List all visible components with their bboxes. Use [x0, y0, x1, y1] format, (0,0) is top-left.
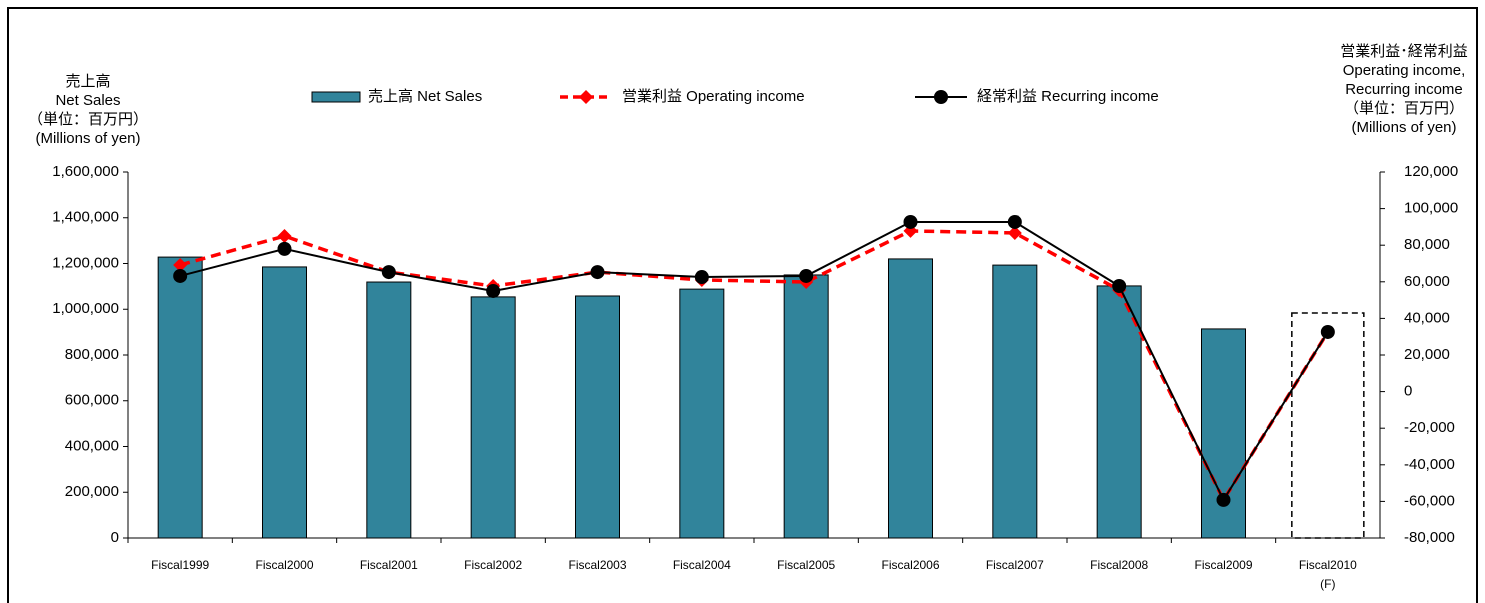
y2-axis-label: (Millions of yen) — [1351, 119, 1456, 136]
y2-tick-label: -20,000 — [1404, 419, 1455, 436]
marker — [173, 257, 188, 272]
y2-axis-label: Operating income, — [1343, 62, 1466, 79]
frame — [7, 7, 1478, 603]
marker — [381, 265, 396, 280]
x-tick-label: Fiscal2010 — [1299, 558, 1357, 572]
marker — [173, 268, 188, 283]
y2-tick-label: 80,000 — [1404, 236, 1450, 253]
y2-tick-label: -40,000 — [1404, 456, 1455, 473]
bar — [575, 295, 620, 539]
marker — [277, 241, 292, 256]
bar — [470, 296, 516, 539]
marker — [590, 265, 605, 280]
y2-tick-label: 0 — [1404, 383, 1412, 400]
y2-tick-label: -80,000 — [1404, 529, 1455, 546]
y2-axis-label: Recurring income — [1345, 81, 1463, 98]
line — [179, 220, 1329, 503]
y-axis-label: （単位：百万円） — [28, 111, 148, 128]
marker — [486, 283, 501, 298]
y2-tick-label: 120,000 — [1404, 163, 1458, 180]
y-tick-label: 1,000,000 — [52, 300, 119, 317]
marker — [903, 214, 918, 229]
x-tick-label: Fiscal2004 — [673, 558, 731, 572]
y-tick-label: 1,600,000 — [52, 163, 119, 180]
x-tick-label: Fiscal2001 — [360, 558, 418, 572]
y-tick-label: 400,000 — [65, 437, 119, 454]
y2-tick-label: 60,000 — [1404, 273, 1450, 290]
marker — [799, 268, 814, 283]
marker — [1216, 492, 1231, 507]
line — [179, 229, 1330, 504]
bar — [783, 274, 829, 539]
y2-tick-label: 100,000 — [1404, 200, 1458, 217]
legend-marker — [934, 90, 948, 104]
marker — [1320, 324, 1335, 339]
y-axis-label: (Millions of yen) — [35, 130, 140, 147]
x-tick-label: Fiscal2006 — [881, 558, 939, 572]
bar — [992, 264, 1038, 539]
forecast-box — [1291, 312, 1365, 539]
bar — [157, 256, 203, 539]
bar — [1096, 285, 1142, 539]
bar — [888, 258, 933, 539]
y2-tick-label: 40,000 — [1404, 309, 1450, 326]
y2-tick-label: 20,000 — [1404, 346, 1450, 363]
x-tick-label: Fiscal2008 — [1090, 558, 1148, 572]
marker — [1007, 214, 1022, 229]
x-tick-label: Fiscal2005 — [777, 558, 835, 572]
x-tick-label: Fiscal2007 — [986, 558, 1044, 572]
marker — [1112, 279, 1127, 294]
bar — [366, 281, 412, 539]
y2-tick-label: -60,000 — [1404, 492, 1455, 509]
x-tick-label: Fiscal2009 — [1194, 558, 1252, 572]
y2-axis-label: （単位：百万円） — [1344, 100, 1464, 117]
y2-axis-label: 営業利益･経常利益 — [1340, 43, 1468, 60]
marker — [1007, 225, 1022, 240]
legend-label: 経常利益 Recurring income — [977, 88, 1159, 105]
marker — [277, 229, 292, 244]
marker — [694, 270, 709, 285]
y-axis-label: 売上高 — [65, 73, 110, 90]
y-tick-label: 800,000 — [65, 346, 119, 363]
x-tick-label: Fiscal2003 — [568, 558, 626, 572]
forecast-note: (F) — [1320, 577, 1335, 591]
y-tick-label: 0 — [111, 529, 119, 546]
y-tick-label: 200,000 — [65, 483, 119, 500]
bar — [679, 288, 725, 539]
y-tick-label: 1,200,000 — [52, 254, 119, 271]
legend-label: 営業利益 Operating income — [622, 88, 805, 105]
x-tick-label: Fiscal2002 — [464, 558, 522, 572]
y-tick-label: 1,400,000 — [52, 209, 119, 226]
y-tick-label: 600,000 — [65, 392, 119, 409]
x-tick-label: Fiscal2000 — [255, 558, 313, 572]
legend-marker — [579, 90, 593, 104]
bar — [262, 266, 307, 539]
x-tick-label: Fiscal1999 — [151, 558, 209, 572]
y-axis-label: Net Sales — [55, 92, 120, 109]
legend-swatch — [311, 91, 361, 103]
legend-label: 売上高 Net Sales — [368, 88, 482, 105]
